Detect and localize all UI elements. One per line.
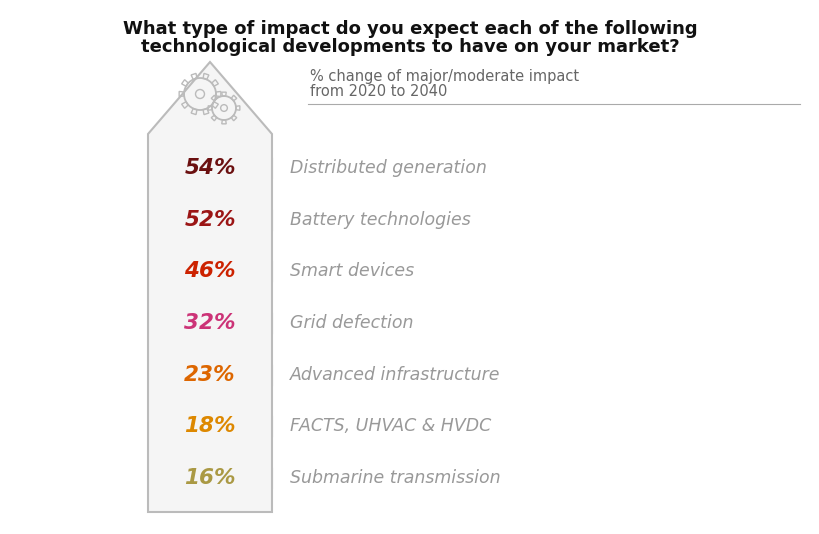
Text: Submarine transmission: Submarine transmission (290, 469, 500, 487)
Text: technological developments to have on your market?: technological developments to have on yo… (141, 38, 678, 56)
Text: % change of major/moderate impact: % change of major/moderate impact (310, 68, 578, 83)
Text: from 2020 to 2040: from 2020 to 2040 (310, 84, 447, 99)
Text: Battery technologies: Battery technologies (290, 210, 470, 229)
Text: Smart devices: Smart devices (290, 262, 414, 280)
Text: Advanced infrastructure: Advanced infrastructure (290, 366, 500, 384)
Text: 46%: 46% (184, 261, 236, 281)
Text: 32%: 32% (184, 313, 236, 333)
Text: FACTS, UHVAC & HVDC: FACTS, UHVAC & HVDC (290, 418, 491, 435)
Text: What type of impact do you expect each of the following: What type of impact do you expect each o… (123, 20, 696, 38)
Text: 18%: 18% (184, 417, 236, 436)
Text: Distributed generation: Distributed generation (290, 159, 486, 177)
Text: Grid defection: Grid defection (290, 314, 413, 332)
Text: 23%: 23% (184, 365, 236, 384)
Text: 54%: 54% (184, 158, 236, 178)
Polygon shape (147, 62, 272, 512)
Text: 16%: 16% (184, 468, 236, 488)
Text: 52%: 52% (184, 209, 236, 230)
